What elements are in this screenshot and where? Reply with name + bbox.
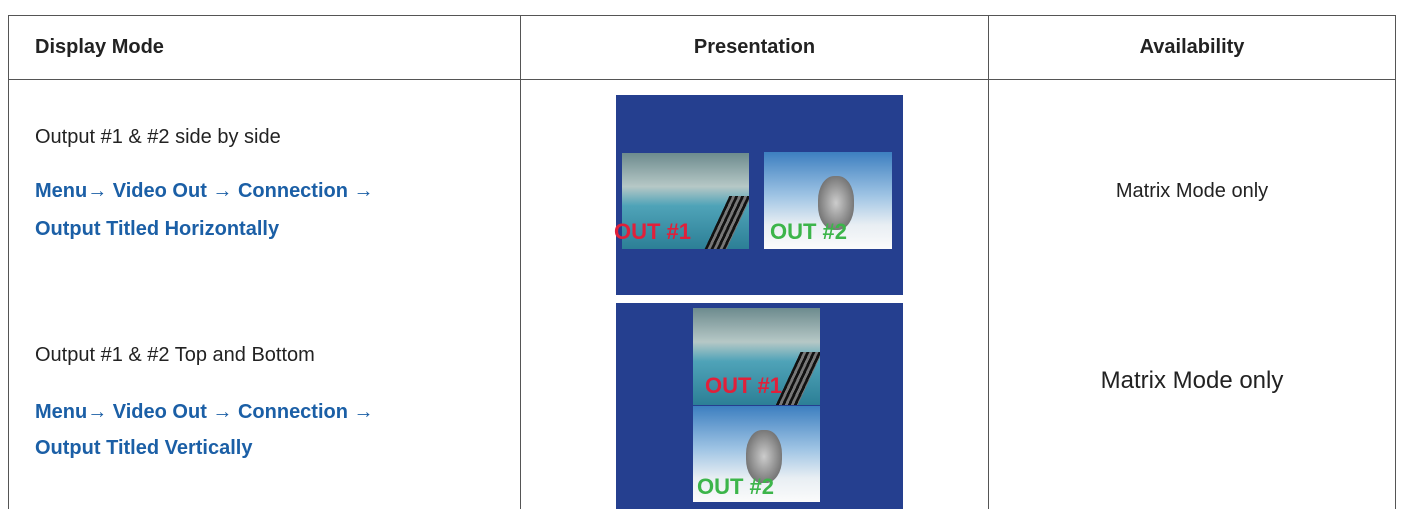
image (764, 152, 892, 249)
rule (520, 15, 521, 509)
header: Display Mode (35, 36, 164, 58)
output-label: OUT #2 (697, 474, 775, 499)
output-label: OUT #1 (705, 373, 783, 398)
rule (8, 79, 1396, 80)
rule (8, 15, 9, 509)
rule (8, 15, 1396, 16)
header: Presentation (693, 36, 816, 58)
image (693, 308, 820, 405)
mode: Output #1 & #2 Top and Bottom (35, 344, 315, 366)
availability: Matrix Mode only (1115, 180, 1269, 202)
output-label: OUT #2 (770, 219, 848, 244)
mode: Output #1 & #2 side by side (35, 126, 281, 148)
menu-path: Output Titled Horizontally (35, 218, 280, 240)
menu-path: Menu→ Video Out → Connection → (35, 401, 374, 423)
availability: Matrix Mode only (1100, 367, 1284, 394)
image (693, 406, 820, 502)
rule (1395, 15, 1396, 509)
output-label: OUT #1 (614, 219, 692, 244)
rule (988, 15, 989, 509)
image (622, 153, 749, 249)
menu-path: Menu→ Video Out → Connection → (35, 180, 374, 202)
menu-path: Output Titled Vertically (35, 437, 253, 459)
header: Availability (1139, 36, 1245, 58)
